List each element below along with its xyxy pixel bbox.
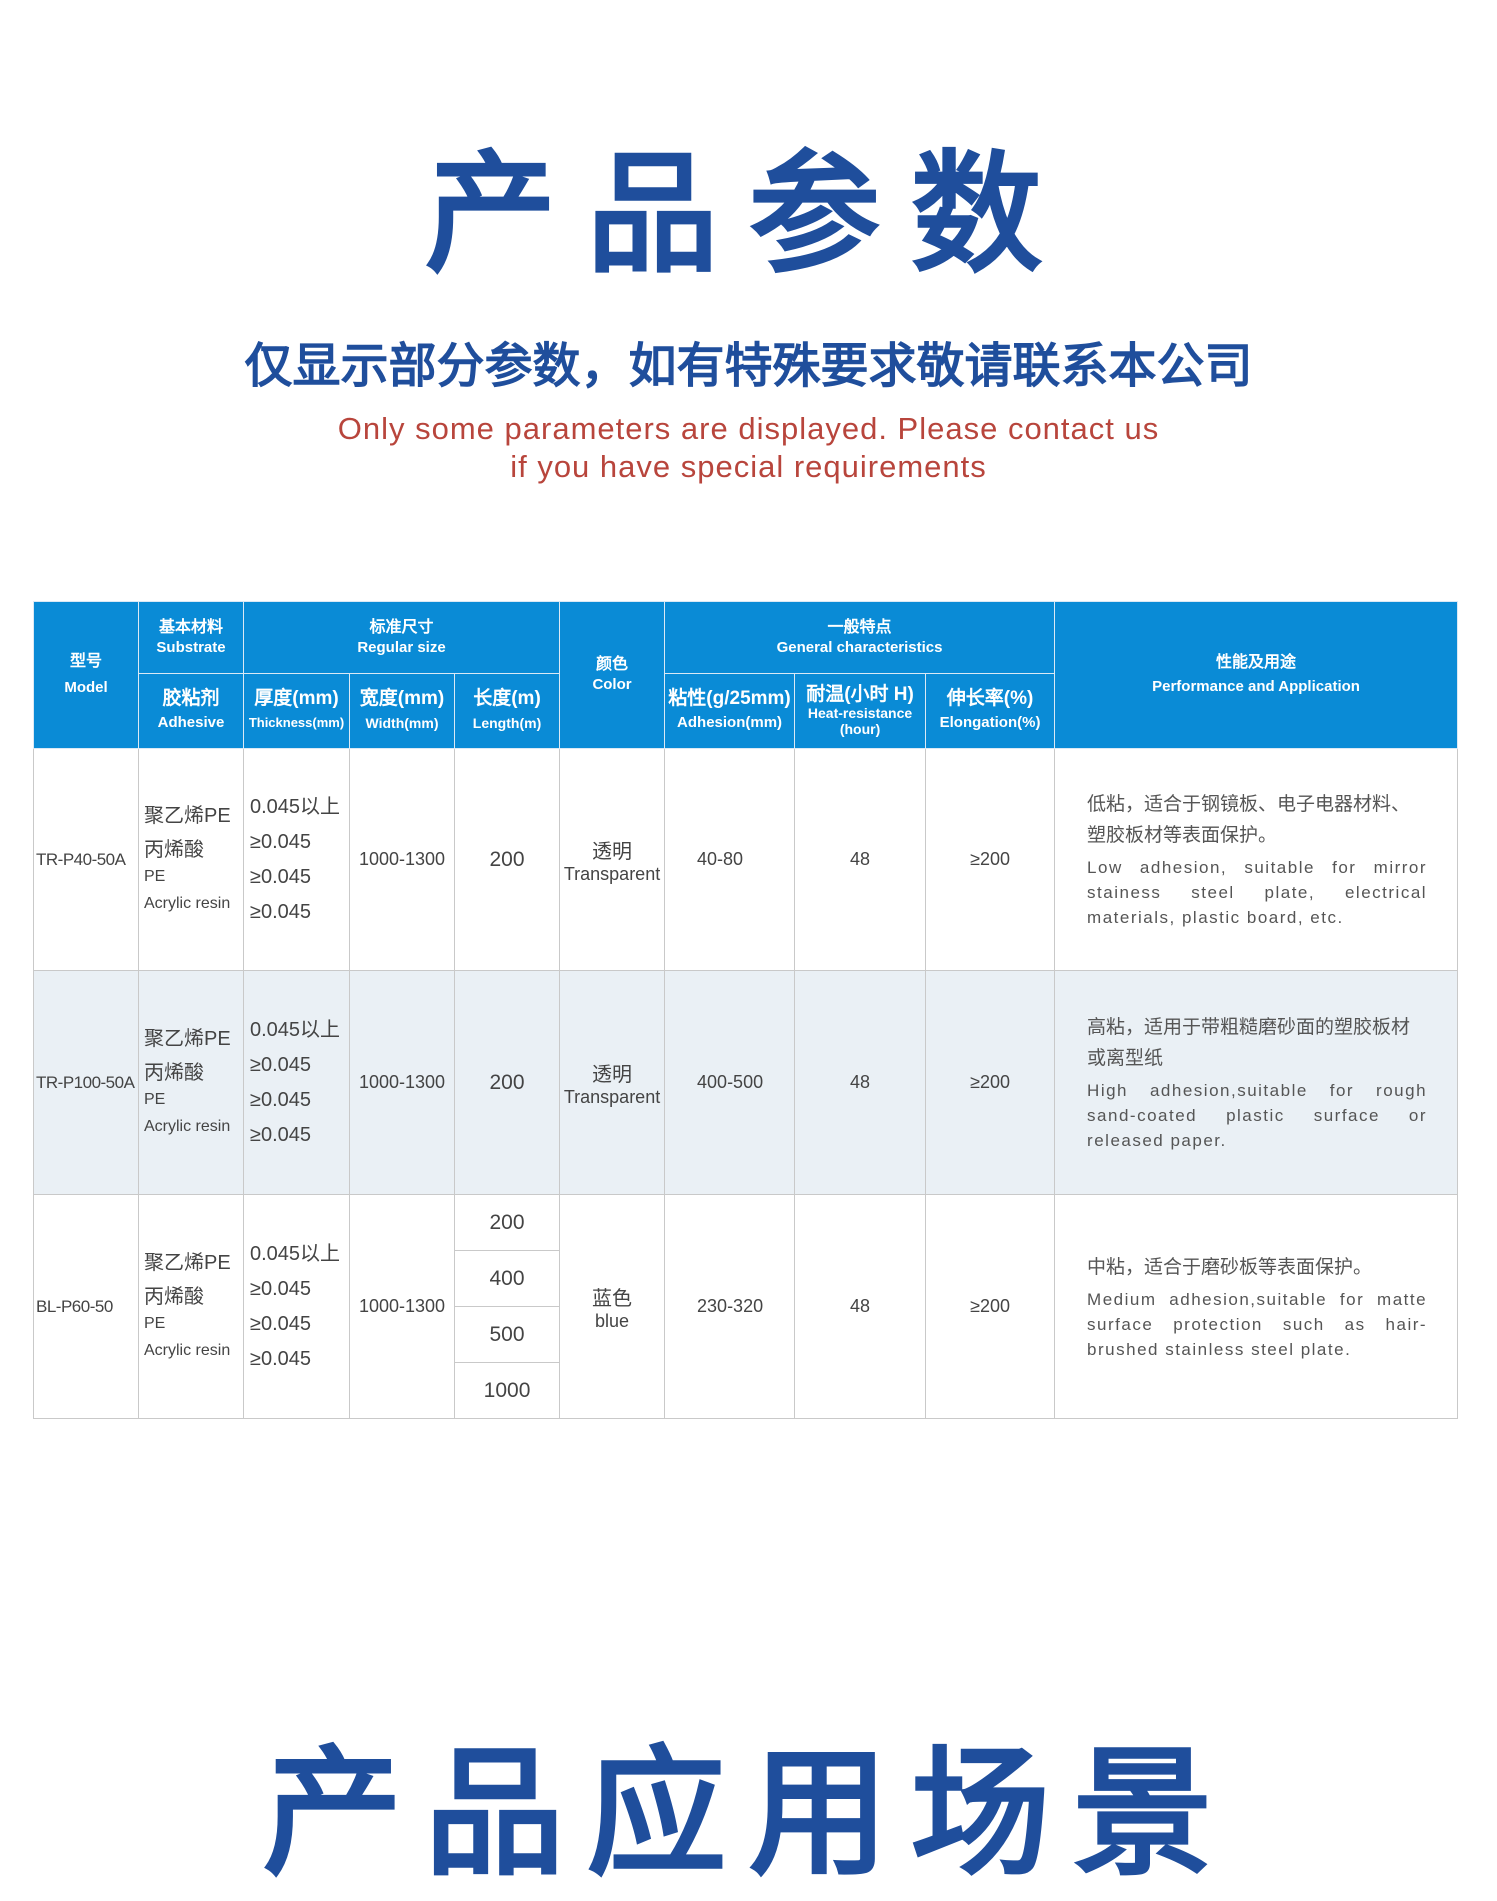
performance-en: High adhesion,suitable for rough sand-co… [1087, 1081, 1428, 1150]
substrate-pe-cn: 聚乙烯PE [144, 1251, 231, 1274]
length-value: 400 [455, 1251, 560, 1307]
thickness-value: 0.045以上 [250, 795, 341, 818]
substrate-cell: 聚乙烯PE 丙烯酸 PE Acrylic resin [138, 748, 244, 971]
thickness-cell: 0.045以上 ≥0.045 ≥0.045 ≥0.045 [243, 970, 350, 1195]
thickness-value: ≥0.045 [250, 1347, 312, 1370]
performance-cell: 中粘，适合于磨砂板等表面保护。 Medium adhesion,suitable … [1054, 1194, 1459, 1419]
thickness-value: ≥0.045 [250, 1312, 312, 1335]
thickness-value: ≥0.045 [250, 1277, 312, 1300]
performance-cn: 高粘，适用于带粗糙磨砂面的塑胶板材或离型纸 [1087, 1017, 1411, 1069]
parameters-table: 型号 Model 基本材料 Substrate 标准尺寸 Regular size 颜… [33, 601, 1459, 1419]
length-value: 1000 [483, 1378, 531, 1402]
width-cell: 1000-1300 [349, 970, 455, 1195]
header-color: 颜色 Color [559, 601, 666, 749]
elongation-cell: ≥200 [925, 748, 1056, 971]
header-thickness: 厚度(mm) Thickness(mm) [243, 673, 350, 749]
color-en: Transparent [563, 1086, 661, 1107]
color-cn: 透明 [592, 840, 633, 863]
heat-cell: 48 [794, 748, 927, 971]
thickness-value: ≥0.045 [250, 1053, 312, 1076]
header-general: 一般特点 General characteristics [664, 601, 1056, 674]
elongation-cell: ≥200 [925, 970, 1056, 1195]
model-cell: BL-P60-50 [33, 1194, 139, 1419]
adhesion-cell: 40-80 [664, 748, 796, 971]
thickness-value: ≥0.045 [250, 1088, 312, 1111]
header-size: 标准尺寸 Regular size [242, 601, 561, 674]
thickness-value: ≥0.045 [250, 830, 312, 853]
header-adhesion: 粘性(g/25mm) Adhesion(mm) [664, 673, 796, 749]
thickness-value: ≥0.045 [250, 1123, 312, 1146]
color-en: blue [595, 1310, 630, 1331]
color-cn: 透明 [592, 1063, 633, 1086]
color-cell: 蓝色 blue [559, 1194, 666, 1419]
adhesion-cell: 400-500 [664, 970, 796, 1195]
length-cell: 200 [453, 748, 561, 971]
length-cell: 200 [453, 970, 561, 1195]
substrate-pe-en: PE [144, 1314, 166, 1332]
thickness-value: ≥0.045 [250, 865, 312, 888]
performance-cn: 中粘，适合于磨砂板等表面保护。 [1087, 1256, 1373, 1278]
heat-cell: 48 [794, 1194, 927, 1419]
header-width: 宽度(mm) Width(mm) [349, 673, 455, 749]
subtitle-en: Only some parameters are displayed. Plea… [0, 410, 1497, 486]
thickness-cell: 0.045以上 ≥0.045 ≥0.045 ≥0.045 [243, 1194, 350, 1419]
color-en: Transparent [563, 863, 661, 884]
performance-cell: 低粘，适合于钢镜板、电子电器材料、塑胶板材等表面保护。 Low adhesion,… [1054, 748, 1459, 971]
header-performance: 性能及用途 Performance and Application [1054, 601, 1459, 749]
header-model: 型号 Model [33, 601, 139, 749]
subtitle-en-line1: Only some parameters are displayed. Plea… [337, 411, 1160, 446]
thickness-cell: 0.045以上 ≥0.045 ≥0.045 ≥0.045 [243, 748, 350, 971]
substrate-cell: 聚乙烯PE 丙烯酸 PE Acrylic resin [138, 970, 244, 1195]
header-heat: 耐温(小时 H) Heat-resistance (hour) [794, 673, 927, 749]
heat-cell: 48 [794, 970, 927, 1195]
section-title-applications: 产品应用场景 [262, 1733, 1235, 1896]
model-cell: TR-P40-50A [33, 748, 139, 971]
color-cn: 蓝色 [592, 1287, 633, 1310]
thickness-value: 0.045以上 [250, 1242, 341, 1265]
substrate-cell: 聚乙烯PE 丙烯酸 PE Acrylic resin [138, 1194, 244, 1419]
header-elongation: 伸长率(%) Elongation(%) [925, 673, 1056, 749]
substrate-acrylic-cn: 丙烯酸 [144, 1061, 204, 1084]
header-substrate: 基本材料 Substrate [138, 601, 244, 674]
substrate-pe-en: PE [144, 1090, 166, 1108]
subtitle-en-line2: if you have special requirements [510, 449, 987, 484]
length-cell: 200 400 500 1000 [453, 1194, 561, 1419]
substrate-acrylic-en: Acrylic resin [144, 1117, 231, 1135]
width-cell: 1000-1300 [349, 1194, 455, 1419]
table-row: BL-P60-50 聚乙烯PE 丙烯酸 PE Acrylic resin 0.045以上 ≥… [33, 1194, 1459, 1419]
elongation-cell: ≥200 [925, 1194, 1056, 1419]
performance-cell: 高粘，适用于带粗糙磨砂面的塑胶板材或离型纸 High adhesion,suita… [1054, 970, 1459, 1195]
substrate-acrylic-en: Acrylic resin [144, 1341, 231, 1359]
thickness-value: 0.045以上 [250, 1018, 341, 1041]
performance-cn: 低粘，适合于钢镜板、电子电器材料、塑胶板材等表面保护。 [1087, 794, 1411, 846]
color-cell: 透明 Transparent [559, 748, 666, 971]
substrate-pe-cn: 聚乙烯PE [144, 1027, 231, 1050]
header-length: 长度(m) Length(m) [453, 673, 561, 749]
length-value: 200 [455, 1195, 560, 1251]
table-row: TR-P100-50A 聚乙烯PE 丙烯酸 PE Acrylic resin 0.045以… [33, 970, 1459, 1195]
table-row: TR-P40-50A 聚乙烯PE 丙烯酸 PE Acrylic resin 0.045以上… [33, 748, 1459, 971]
thickness-value: ≥0.045 [250, 900, 312, 923]
length-value: 500 [455, 1307, 560, 1363]
substrate-pe-en: PE [144, 867, 166, 885]
subtitle-cn: 仅显示部分参数，如有特殊要求敬请联系本公司 [244, 338, 1253, 394]
substrate-acrylic-cn: 丙烯酸 [144, 838, 204, 861]
header-adhesive: 胶粘剂 Adhesive [138, 673, 244, 749]
performance-en: Medium adhesion,suitable for matte surfa… [1087, 1289, 1428, 1359]
substrate-acrylic-en: Acrylic resin [144, 894, 231, 912]
substrate-pe-cn: 聚乙烯PE [144, 804, 231, 827]
substrate-acrylic-cn: 丙烯酸 [144, 1285, 204, 1308]
page-title: 产品参数 [424, 138, 1073, 292]
adhesion-cell: 230-320 [664, 1194, 796, 1419]
performance-en: Low adhesion, suitable for mirror staine… [1087, 858, 1428, 927]
color-cell: 透明 Transparent [559, 970, 666, 1195]
model-cell: TR-P100-50A [33, 970, 139, 1195]
width-cell: 1000-1300 [349, 748, 455, 971]
